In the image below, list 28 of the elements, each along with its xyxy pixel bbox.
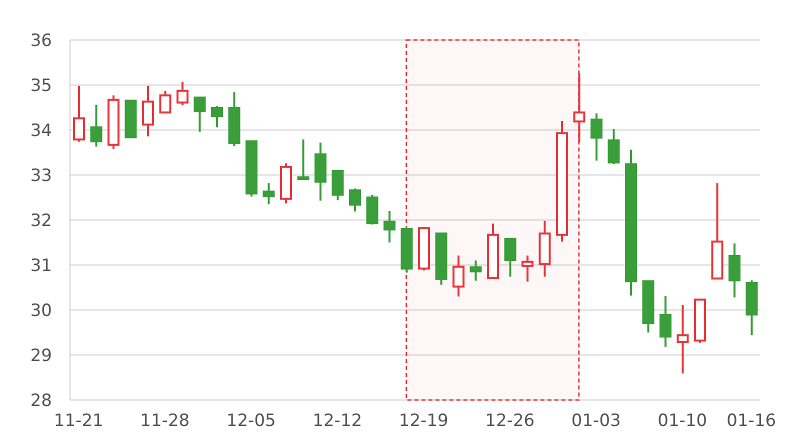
x-tick-label: 12-05 [226, 411, 276, 432]
x-tick-label: 12-26 [485, 411, 535, 432]
x-tick-label: 01-16 [726, 411, 776, 432]
candlestick [452, 254, 464, 298]
candlestick [384, 210, 396, 244]
candlestick [676, 304, 689, 374]
x-tick-label: 01-10 [658, 411, 708, 432]
candlestick [538, 220, 551, 278]
y-tick-label: 30 [30, 301, 52, 322]
y-tick-label: 29 [30, 346, 52, 366]
candlestick [142, 84, 154, 138]
x-tick-label: 01-03 [571, 411, 621, 432]
y-tick-label: 33 [30, 166, 52, 186]
y-tick-label: 35 [30, 76, 52, 96]
candlestick [660, 295, 672, 348]
y-tick-label: 34 [30, 121, 52, 142]
y-tick-label: 32 [30, 211, 52, 232]
candlestick [728, 242, 740, 298]
x-tick-label: 11-21 [54, 411, 104, 432]
x-tick-label: 11-28 [140, 411, 190, 432]
candlestick [625, 148, 637, 297]
candlestick [314, 142, 326, 202]
y-tick-label: 31 [30, 256, 52, 276]
x-tick-label: 12-12 [312, 411, 362, 432]
candlestick [573, 72, 586, 144]
y-tick-label: 28 [30, 391, 52, 412]
x-tick-label: 12-19 [398, 411, 448, 432]
y-tick-label: 36 [30, 31, 52, 52]
